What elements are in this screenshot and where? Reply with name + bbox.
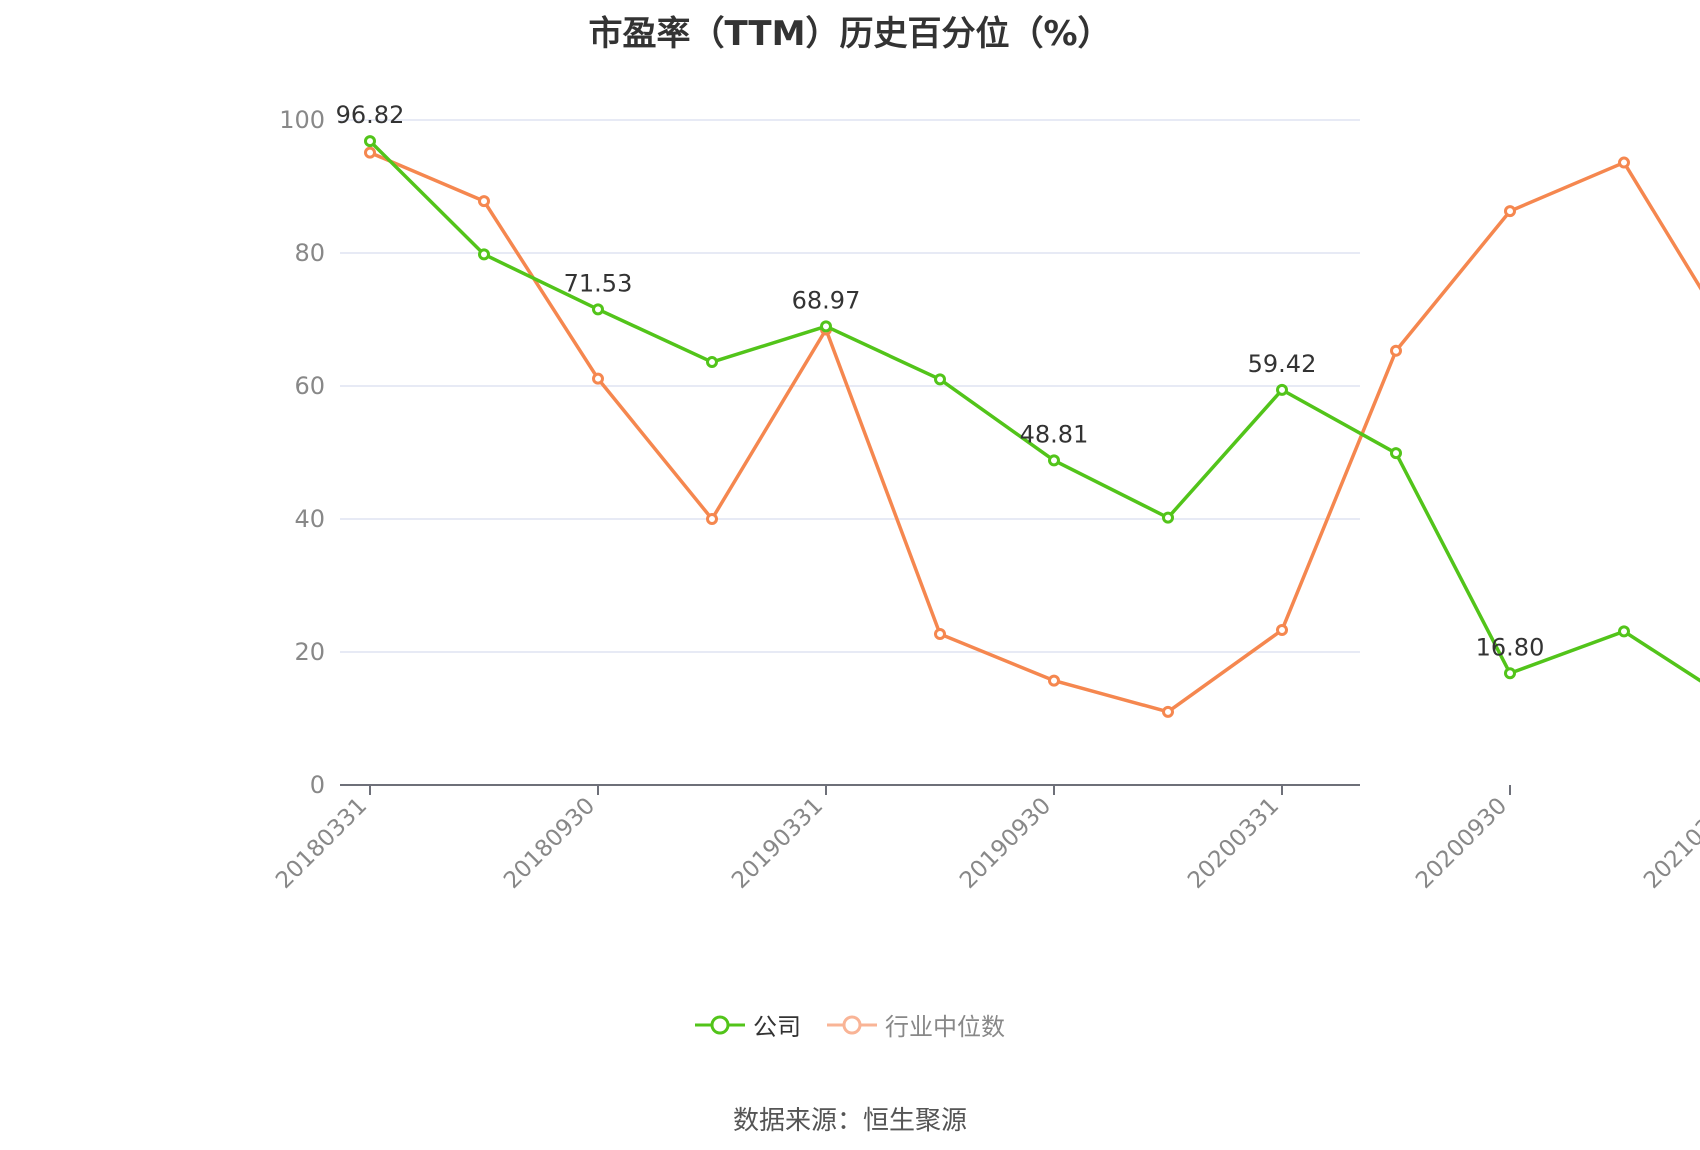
data-point <box>934 628 946 641</box>
y-tick-label: 100 <box>279 106 325 134</box>
x-tick-label: 20210331 <box>1639 793 1700 894</box>
data-point <box>1618 156 1630 169</box>
data-point <box>478 195 490 208</box>
data-point <box>1390 447 1402 460</box>
legend-label: 行业中位数 <box>885 1013 1005 1041</box>
data-point <box>478 248 490 261</box>
data-point <box>1162 511 1174 524</box>
series-line-0 <box>368 139 1700 683</box>
data-labels: 96.8271.5368.9748.8159.4216.8012.0227.85… <box>336 101 1545 661</box>
y-tick-label: 80 <box>294 239 325 267</box>
data-point <box>1276 383 1288 396</box>
series-line-1 <box>369 150 1700 714</box>
legend-line-icon <box>827 1015 877 1034</box>
data-point <box>592 372 604 385</box>
data-point <box>1048 674 1060 687</box>
data-point <box>364 146 376 159</box>
legend-item-company[interactable]: 公司 <box>695 1007 801 1042</box>
data-label: 71.53 <box>564 269 633 297</box>
x-axis: 0 20 40 60 80 100 20180331 20180930 20190331 2019… <box>271 106 1700 894</box>
legend-line-icon <box>695 1015 745 1034</box>
y-tick-label: 0 <box>310 771 325 799</box>
data-point <box>1504 667 1516 680</box>
grid-lines <box>340 119 1360 653</box>
data-point <box>820 320 832 333</box>
series-layer <box>364 135 1700 718</box>
data-point <box>1390 344 1402 357</box>
data-source: 数据来源：恒生聚源 <box>732 1106 967 1136</box>
data-point <box>1048 454 1060 467</box>
legend: 公司 行业中位数 <box>0 1007 1700 1042</box>
data-label: 59.42 <box>1248 350 1317 378</box>
x-tick-label: 20180930 <box>499 793 600 894</box>
data-point <box>706 513 718 525</box>
data-point <box>364 135 376 148</box>
chart-title: 市盈率（TTM）历史百分位（%） <box>588 14 1112 54</box>
data-point <box>934 373 946 386</box>
y-tick-label: 40 <box>294 505 325 533</box>
x-tick-label: 20200930 <box>1411 793 1512 894</box>
data-point <box>1162 705 1174 718</box>
x-tick-label: 20180331 <box>271 793 372 894</box>
data-label: 96.82 <box>336 101 405 129</box>
data-point <box>1504 205 1516 218</box>
data-label: 16.80 <box>1476 633 1545 661</box>
x-tick-label: 20190331 <box>727 793 828 894</box>
data-label: 68.97 <box>792 286 861 314</box>
data-point <box>592 303 604 316</box>
legend-label: 公司 <box>753 1013 801 1041</box>
data-point <box>706 356 718 369</box>
data-label: 48.81 <box>1020 420 1089 448</box>
x-tick-label: 20190930 <box>955 793 1056 894</box>
y-tick-label: 20 <box>294 638 325 666</box>
y-tick-label: 60 <box>294 372 325 400</box>
legend-item-industry-median[interactable]: 行业中位数 <box>827 1007 1005 1042</box>
data-point <box>1618 625 1630 638</box>
data-point <box>1276 624 1288 637</box>
x-tick-label: 20200331 <box>1183 793 1284 894</box>
